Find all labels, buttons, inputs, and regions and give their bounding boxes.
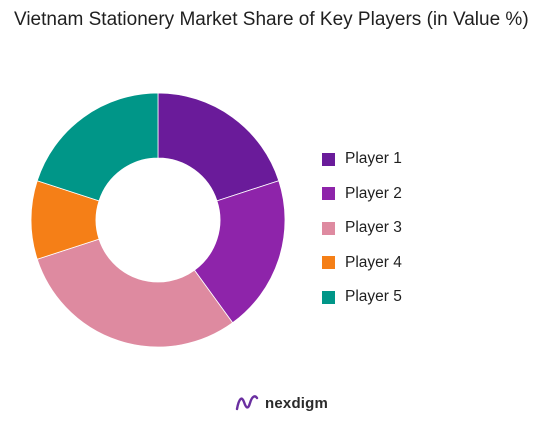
donut-slice-2 [193,180,286,324]
legend-label: Player 4 [345,253,402,271]
legend-swatch [322,256,335,270]
legend-item-3: Player 3 [322,211,402,246]
legend-swatch [322,152,335,166]
chart-title: Vietnam Stationery Market Share of Key P… [14,9,529,30]
brand-name: nexdigm [265,394,329,412]
nexdigm-logo-icon [235,395,259,411]
legend-label: Player 1 [345,150,402,168]
legend-swatch [322,290,335,304]
legend-label: Player 5 [345,288,402,306]
legend-label: Player 3 [345,219,402,237]
legend-item-5: Player 5 [322,280,402,315]
legend-item-1: Player 1 [322,142,402,177]
legend-swatch [322,187,335,201]
legend-item-4: Player 4 [322,246,402,281]
chart-legend: Player 1 Player 2 Player 3 Player 4 Player 5 [322,142,402,315]
donut-slice-1 [157,92,280,202]
donut-slices [30,92,286,348]
donut-slice-3 [36,238,234,348]
legend-label: Player 2 [345,184,402,202]
donut-slice-5 [36,92,159,202]
brand-logo: nexdigm [234,392,328,414]
legend-swatch [322,221,335,235]
legend-item-2: Player 2 [322,177,402,212]
